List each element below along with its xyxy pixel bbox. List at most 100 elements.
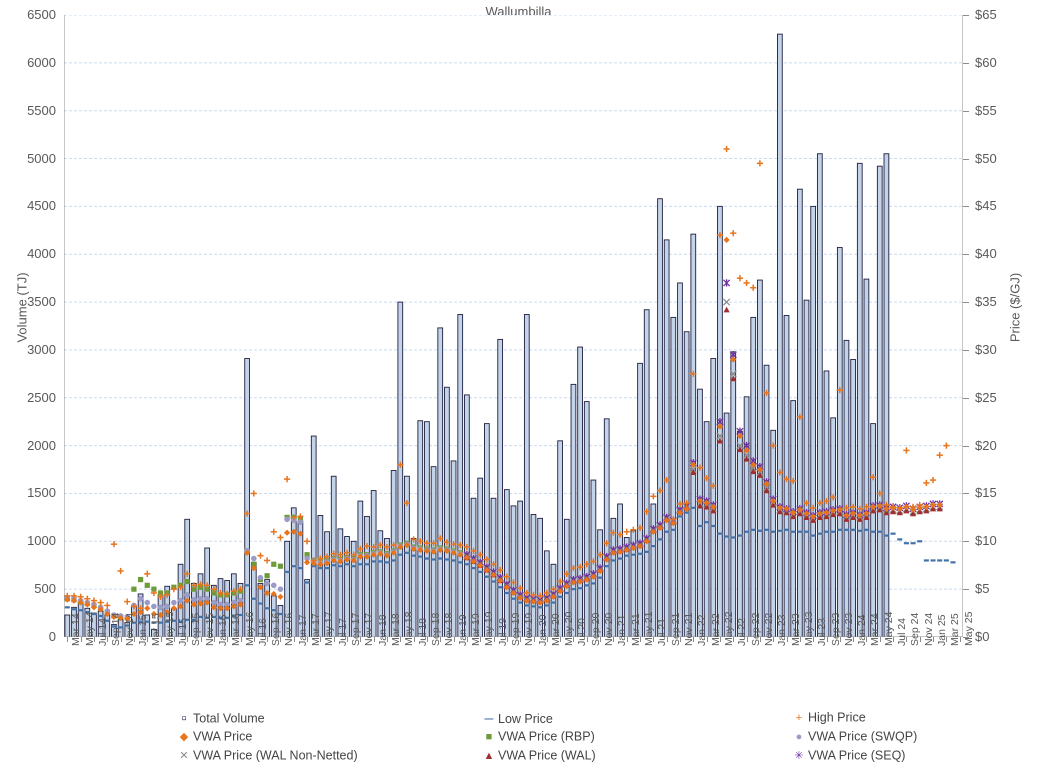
bar bbox=[64, 614, 71, 637]
bar bbox=[290, 507, 297, 637]
data-point-marker bbox=[743, 279, 750, 287]
data-point-marker bbox=[264, 589, 271, 597]
x-tick-mark bbox=[813, 637, 815, 642]
data-point-marker bbox=[283, 476, 291, 483]
data-point-marker bbox=[137, 595, 144, 602]
data-point-marker bbox=[343, 549, 351, 556]
data-point-marker bbox=[244, 549, 251, 556]
series-low-price bbox=[64, 506, 956, 629]
data-point-marker bbox=[696, 502, 704, 509]
data-point-marker bbox=[343, 556, 351, 563]
data-point-marker bbox=[690, 469, 697, 476]
bar bbox=[663, 239, 670, 637]
data-point-marker bbox=[823, 513, 830, 520]
x-tick-mark bbox=[533, 637, 535, 642]
y2-tick-label: $15 bbox=[975, 485, 997, 501]
bar bbox=[583, 401, 590, 637]
data-point-marker bbox=[290, 528, 297, 535]
y2-tick-mark bbox=[963, 445, 969, 447]
data-point-marker bbox=[157, 590, 164, 596]
x-tick-mark bbox=[600, 637, 602, 642]
x-tick-mark bbox=[227, 637, 229, 642]
legend-item[interactable]: ● VWA Price (SWQP) bbox=[790, 729, 918, 744]
data-point-marker bbox=[184, 578, 190, 585]
data-point-marker bbox=[723, 236, 730, 243]
plot-area bbox=[64, 15, 963, 637]
y-tick-label: 2000 bbox=[27, 437, 56, 453]
data-point-marker bbox=[743, 451, 751, 459]
data-point-marker bbox=[137, 605, 144, 612]
data-point-marker bbox=[909, 503, 917, 510]
data-point-marker bbox=[736, 442, 744, 450]
data-point-marker bbox=[357, 545, 364, 553]
data-point-marker bbox=[264, 580, 270, 587]
data-point-marker bbox=[397, 543, 404, 551]
data-point-marker bbox=[244, 510, 251, 517]
data-point-marker bbox=[251, 561, 257, 567]
data-point-marker bbox=[610, 529, 617, 536]
legend-marker-cross-icon: ✕ bbox=[179, 750, 189, 763]
x-tick-mark bbox=[253, 637, 255, 642]
data-point-marker bbox=[330, 550, 337, 557]
bar bbox=[550, 563, 557, 637]
data-point-marker bbox=[557, 578, 564, 585]
x-tick-mark bbox=[67, 637, 69, 642]
data-point-marker bbox=[676, 500, 684, 508]
data-point-marker bbox=[770, 498, 777, 505]
legend-item[interactable]: + High Price bbox=[790, 710, 866, 725]
data-point-marker bbox=[856, 512, 863, 519]
legend-item[interactable]: ✳ VWA Price (SEQ) bbox=[790, 748, 905, 763]
bar bbox=[357, 500, 364, 637]
data-point-marker bbox=[716, 432, 724, 440]
data-point-marker bbox=[403, 499, 411, 507]
data-point-marker bbox=[896, 504, 903, 511]
x-tick-mark bbox=[347, 637, 348, 642]
y2-tick-mark bbox=[963, 397, 969, 399]
x-tick-mark bbox=[107, 637, 109, 642]
data-point-marker bbox=[330, 557, 337, 564]
data-point-marker bbox=[936, 505, 943, 512]
y2-tick-label: $0 bbox=[975, 629, 990, 644]
data-point-marker bbox=[317, 555, 324, 562]
data-point-marker bbox=[750, 468, 757, 475]
data-point-marker bbox=[836, 510, 843, 517]
data-point-marker bbox=[517, 594, 524, 601]
data-point-marker bbox=[870, 503, 877, 510]
data-point-marker bbox=[510, 589, 517, 597]
data-point-marker bbox=[716, 423, 724, 430]
x-tick-mark bbox=[133, 637, 135, 642]
legend-item[interactable]: – Low Price bbox=[480, 710, 553, 728]
data-point-marker bbox=[271, 561, 277, 567]
legend-item[interactable]: ✕ VWA Price (WAL Non-Netted) bbox=[175, 748, 357, 763]
data-point-marker bbox=[130, 610, 138, 618]
data-point-marker bbox=[756, 472, 763, 478]
data-point-marker bbox=[117, 567, 124, 575]
data-point-marker bbox=[903, 447, 910, 454]
data-point-marker bbox=[863, 510, 870, 517]
data-point-marker bbox=[850, 514, 857, 521]
y2-tick-mark bbox=[963, 110, 969, 112]
legend-item[interactable]: ▲ VWA Price (WAL) bbox=[480, 748, 596, 763]
data-point-marker bbox=[470, 558, 477, 565]
data-point-marker bbox=[70, 592, 78, 599]
bar bbox=[710, 358, 717, 637]
bar bbox=[557, 440, 563, 637]
x-tick-mark bbox=[200, 637, 202, 642]
x-tick-mark bbox=[453, 637, 455, 642]
data-point-marker bbox=[743, 455, 750, 462]
data-point-marker bbox=[150, 610, 157, 618]
data-point-marker bbox=[510, 579, 517, 586]
data-point-marker bbox=[630, 526, 637, 533]
x-tick-mark bbox=[693, 637, 695, 642]
x-tick-mark bbox=[400, 637, 402, 642]
data-point-marker bbox=[810, 504, 817, 511]
data-point-marker bbox=[756, 160, 763, 167]
legend-item[interactable]: ▫ Total Volume bbox=[175, 710, 264, 727]
data-point-marker bbox=[117, 614, 124, 621]
data-point-marker bbox=[716, 231, 724, 239]
legend-item[interactable]: ◆ VWA Price bbox=[175, 729, 253, 744]
data-point-marker bbox=[696, 498, 704, 505]
bar bbox=[344, 536, 350, 637]
bar bbox=[377, 530, 384, 637]
legend-item[interactable]: ■ VWA Price (RBP) bbox=[480, 729, 595, 744]
